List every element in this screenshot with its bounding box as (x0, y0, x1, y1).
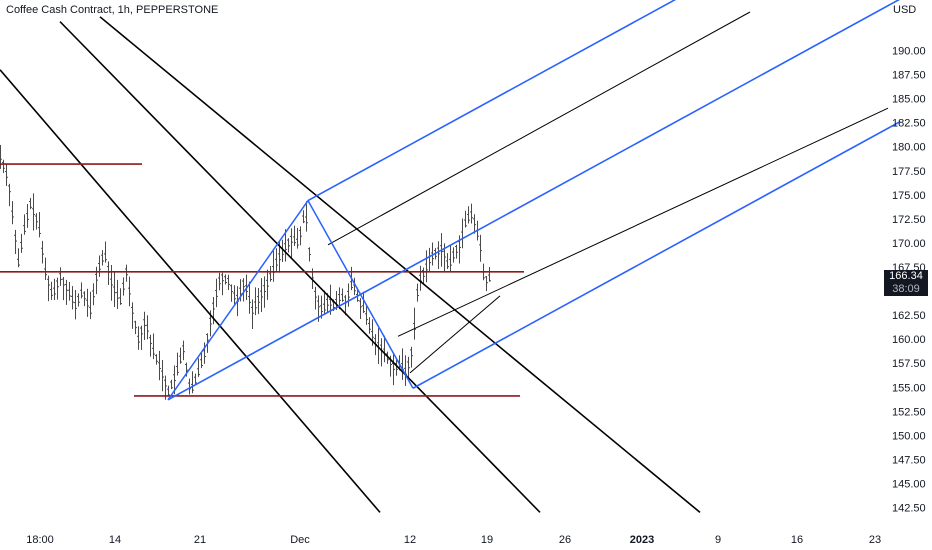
y-tick-label: 172.50 (892, 214, 926, 226)
x-tick-label: Dec (290, 534, 310, 546)
x-tick-label: 16 (791, 534, 803, 546)
x-tick-label: 9 (715, 534, 721, 546)
y-tick-label: 190.00 (892, 45, 926, 57)
x-tick-label: 14 (109, 534, 121, 546)
x-tick-label: 26 (559, 534, 571, 546)
black-thin-line-3 (409, 295, 501, 374)
y-tick-label: 182.50 (892, 118, 926, 130)
black-channel-line-2 (59, 21, 541, 513)
black-thin-line-2 (397, 107, 889, 337)
y-tick-label: 170.00 (892, 238, 926, 250)
y-tick-label: 185.00 (892, 94, 926, 106)
pitchfork-median-line (167, 0, 901, 401)
y-tick-label: 180.00 (892, 142, 926, 154)
x-tick-label: 18:00 (26, 534, 54, 546)
y-tick-label: 150.00 (892, 430, 926, 442)
y-tick-label: 160.00 (892, 334, 926, 346)
last-price-tag: 166.34 38:09 (884, 270, 928, 297)
currency-unit-label: USD (893, 4, 917, 16)
bar-countdown: 38:09 (892, 283, 920, 296)
black-channel-line-3 (99, 16, 701, 513)
y-tick-label: 147.50 (892, 454, 926, 466)
y-tick-label: 157.50 (892, 358, 926, 370)
x-tick-label: 21 (194, 534, 206, 546)
pitchfork-lower-line (412, 120, 901, 389)
black-channel-line-1 (0, 69, 381, 513)
y-tick-label: 177.50 (892, 166, 926, 178)
y-tick-label: 145.00 (892, 479, 926, 491)
y-tick-label: 152.50 (892, 406, 926, 418)
black-thin-line-1 (327, 11, 751, 246)
x-tick-label: 23 (869, 534, 881, 546)
chart-title: Coffee Cash Contract, 1h, PEPPERSTONE (6, 4, 219, 16)
x-tick-label: 12 (404, 534, 416, 546)
y-tick-label: 142.50 (892, 503, 926, 515)
x-tick-label: 2023 (630, 534, 654, 546)
pitchfork-upper-line (307, 0, 677, 202)
last-price-value: 166.34 (889, 270, 923, 283)
pitchfork-handle-line (167, 200, 309, 401)
y-tick-label: 162.50 (892, 310, 926, 322)
y-tick-label: 155.00 (892, 382, 926, 394)
y-tick-label: 175.00 (892, 190, 926, 202)
y-tick-label: 187.50 (892, 70, 926, 82)
x-tick-label: 19 (481, 534, 493, 546)
